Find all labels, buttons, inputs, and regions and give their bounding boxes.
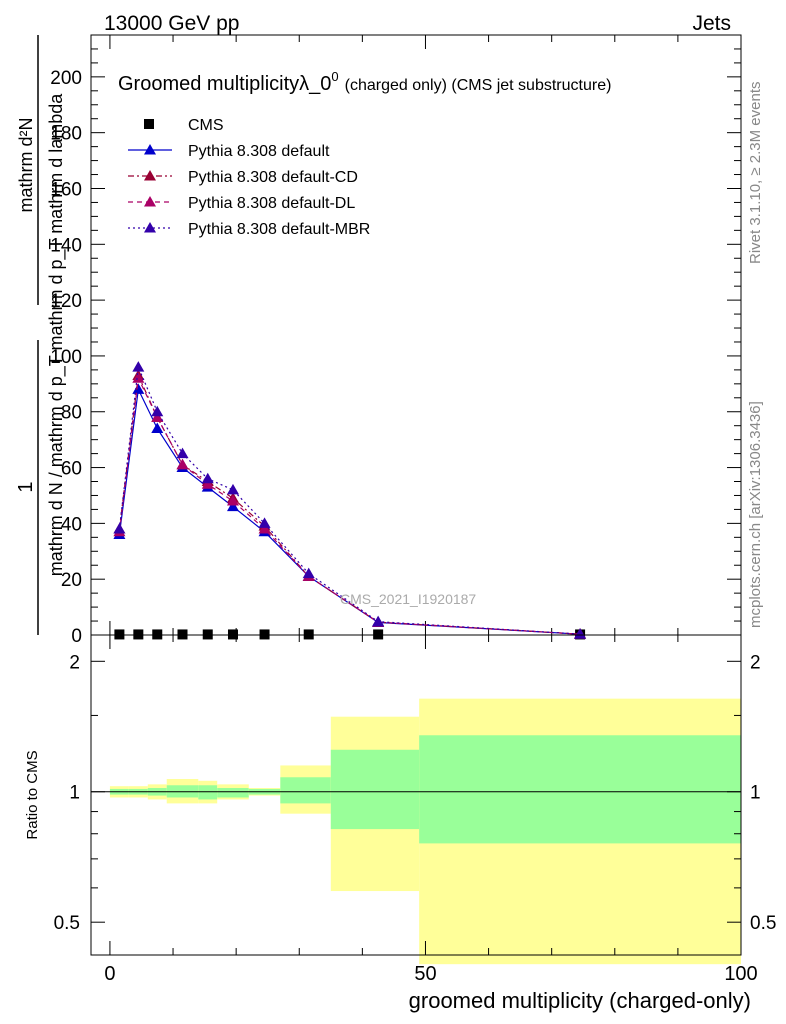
y-tick-label: 100 — [50, 347, 82, 368]
x-axis-label: groomed multiplicity (charged-only) — [409, 988, 751, 1013]
y-tick-label: 20 — [61, 570, 82, 591]
series-point — [226, 495, 239, 506]
cms-point — [177, 629, 188, 640]
cms-point — [133, 629, 144, 640]
ratio-y-tick-label-right: 0.5 — [750, 913, 776, 934]
series-point — [151, 405, 164, 417]
ratio-y-tick-label-right: 1 — [750, 783, 761, 804]
y-tick-label: 40 — [61, 514, 82, 535]
main-title-suffix: (charged only) (CMS jet substructure) — [345, 77, 612, 94]
series-point — [258, 522, 271, 534]
series-point — [176, 458, 189, 470]
series-point — [132, 372, 145, 383]
ratio-band-inner — [330, 749, 420, 830]
main-ylabel: 1 mathrm d N / mathrm d p_T mathrm d p_T… — [15, 35, 67, 635]
series-point — [201, 478, 214, 489]
ratio-ylabel: Ratio to CMS — [24, 750, 41, 839]
legend-marker — [144, 222, 156, 233]
legend: CMS Pythia 8.308 default Pythia 8.308 defa… — [128, 117, 370, 238]
header-energy-label: 13000 GeV pp — [104, 12, 239, 35]
series-point — [372, 615, 385, 627]
main-series — [113, 361, 587, 640]
y-tick-label: 180 — [50, 124, 82, 145]
cms-point — [152, 629, 163, 640]
ratio-ticks: 0.5 0.5 1 1 2 2 0 50 100 — [54, 635, 776, 985]
y-tick-label: 140 — [50, 235, 82, 256]
legend-marker-cms — [144, 119, 154, 129]
legend-label: Pythia 8.308 default-MBR — [188, 221, 370, 238]
cms-point — [373, 629, 384, 640]
ratio-band-inner — [280, 777, 331, 804]
series-point — [201, 472, 214, 484]
main-ylabel-denominator: mathrm d N / mathrm d p_T mathrm d p_T m… — [46, 93, 67, 576]
y-tick-label: 120 — [50, 291, 82, 312]
y-tick-label: 60 — [61, 459, 82, 480]
legend-label: Pythia 8.308 default-CD — [188, 169, 358, 186]
series-point — [132, 361, 145, 372]
x-tick-label: 50 — [414, 963, 436, 985]
cms-point — [202, 629, 213, 640]
x-tick-label: 0 — [104, 963, 115, 985]
main-panel: 0 20 40 60 80 100 120 140 160 180 200 CMS_2021_I19… — [15, 34, 742, 647]
series-4 — [113, 361, 587, 639]
y-tick-label: 0 — [71, 626, 82, 647]
series-point — [574, 628, 587, 639]
y-tick-label: 80 — [61, 403, 82, 424]
analysis-tag: CMS_2021_I1920187 — [340, 591, 476, 607]
ratio-y-tick-label-right: 2 — [750, 652, 761, 673]
legend-label: Pythia 8.308 default-DL — [188, 195, 355, 212]
ratio-y-tick-label: 0.5 — [54, 913, 80, 934]
main-ylabel-one: 1 — [15, 481, 37, 492]
cms-point — [259, 629, 270, 640]
y-tick-label: 200 — [50, 68, 82, 89]
ratio-bands — [109, 698, 741, 965]
series-point — [132, 383, 145, 394]
ratio-band-inner — [198, 785, 218, 800]
mcplots-label: mcplots.cern.ch [arXiv:1306.3436] — [747, 401, 764, 628]
series-line — [118, 376, 581, 635]
ratio-y-tick-label: 1 — [69, 783, 80, 804]
series-point — [151, 422, 164, 433]
series-point — [176, 447, 189, 459]
legend-marker — [144, 144, 156, 155]
series-point — [302, 567, 315, 579]
ratio-y-tick-label: 2 — [69, 652, 80, 673]
main-title-text: Groomed multiplicityλ_0 — [118, 73, 331, 95]
cms-point — [303, 629, 314, 640]
series-point — [151, 411, 164, 422]
series-point — [113, 522, 126, 534]
x-tick-label: 100 — [724, 963, 757, 985]
legend-marker — [144, 196, 156, 207]
main-ylabel-numerator: mathrm d²N — [16, 117, 36, 212]
legend-label: Pythia 8.308 default — [188, 143, 330, 160]
legend-label: CMS — [188, 117, 224, 134]
cms-point — [114, 629, 125, 640]
ratio-panel: 0.5 0.5 1 1 2 2 0 50 100 Ratio to CMS groomed mu… — [24, 634, 776, 1013]
series-point — [226, 483, 239, 495]
main-title: Groomed multiplicityλ_00 (charged only) (… — [118, 69, 611, 95]
legend-marker — [144, 170, 156, 181]
y-tick-label: 160 — [50, 179, 82, 200]
main-title-sup: 0 — [331, 69, 338, 84]
series-point — [226, 500, 239, 512]
cms-point — [227, 629, 238, 640]
header-jets-label: Jets — [692, 12, 731, 35]
ratio-band-inner — [419, 735, 741, 844]
rivet-label: Rivet 3.1.10, ≥ 2.3M events — [747, 82, 764, 265]
ratio-frame — [90, 634, 742, 956]
series-point — [258, 517, 271, 528]
ratio-band-inner — [217, 788, 249, 798]
main-ticks: 0 20 40 60 80 100 120 140 160 180 200 — [50, 35, 742, 647]
